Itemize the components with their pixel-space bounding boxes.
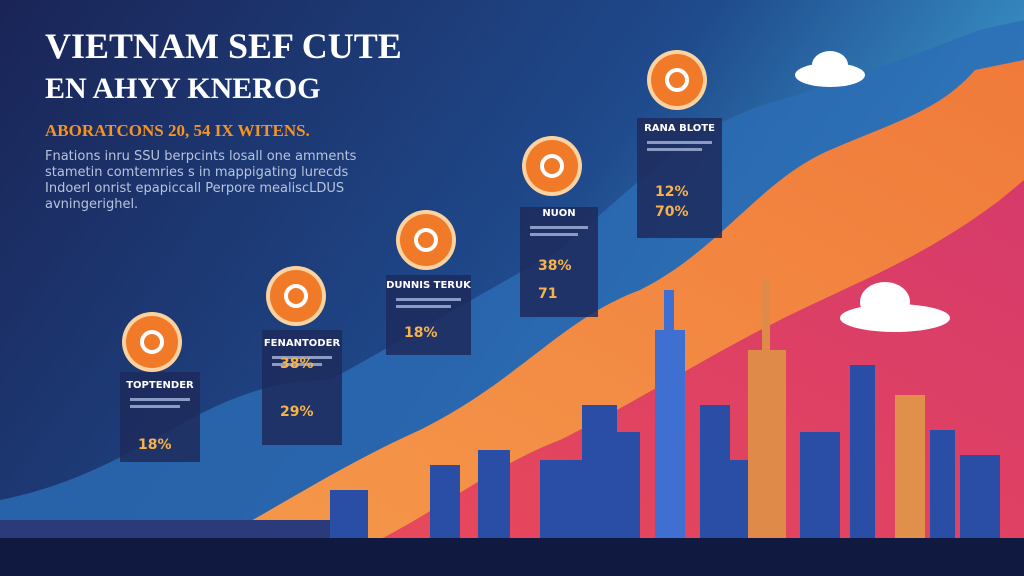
card-label: NUON xyxy=(542,208,575,219)
card-value: 71 xyxy=(538,286,557,302)
cards: TOPTENDER 18% FENANTODER 38% 29% DUNNIS TERUK… xyxy=(120,50,722,462)
text-placeholder xyxy=(130,405,180,408)
icon xyxy=(526,140,578,192)
text-placeholder xyxy=(530,226,588,229)
icon-glyph xyxy=(540,154,564,178)
body-text: stametin comtemries s in mappigating lur… xyxy=(45,165,348,180)
icon xyxy=(651,54,703,106)
card-value: 38% xyxy=(280,356,314,372)
icon-glyph xyxy=(284,284,308,308)
skyline xyxy=(0,280,1000,540)
text-placeholder xyxy=(396,298,461,301)
card-value: 12% xyxy=(655,184,689,200)
icon xyxy=(270,270,322,322)
card-panel xyxy=(120,372,200,462)
wave-red xyxy=(300,180,1024,576)
clouds xyxy=(795,51,950,332)
body-text: Indoerl onrist epapiccall Perpore mealis… xyxy=(45,181,344,196)
card-value: 70% xyxy=(655,204,689,220)
card-panel xyxy=(262,330,342,445)
title: EN AHYY KNEROG xyxy=(45,72,321,105)
card-label: RANA BLOTE xyxy=(644,123,715,134)
subtitle: ABORATCONS 20, 54 IX WITENS. xyxy=(45,121,310,140)
card-panel xyxy=(520,207,598,317)
text-placeholder xyxy=(130,398,190,401)
card-label: DUNNIS TERUK xyxy=(386,280,472,291)
text-placeholder xyxy=(396,305,451,308)
title: VIETNAM SEF CUTE xyxy=(45,26,402,66)
ground xyxy=(0,538,1024,576)
icon-glyph xyxy=(140,330,164,354)
icon xyxy=(400,214,452,266)
icon-glyph xyxy=(665,68,689,92)
text-placeholder xyxy=(272,356,332,359)
card-value: 18% xyxy=(138,437,172,453)
icon-glyph xyxy=(414,228,438,252)
text-placeholder xyxy=(272,363,322,366)
card-panel xyxy=(386,275,471,355)
text-placeholder xyxy=(647,141,712,144)
body-text: avningerighel. xyxy=(45,197,138,212)
card-label: TOPTENDER xyxy=(126,380,194,391)
card-panel xyxy=(637,118,722,238)
card-value: 38% xyxy=(538,258,572,274)
text-placeholder xyxy=(530,233,578,236)
card-value: 18% xyxy=(404,325,438,341)
body-text: Fnations inru SSU berpcints losall one a… xyxy=(45,149,357,164)
card-label: FENANTODER xyxy=(264,338,341,349)
card-value: 29% xyxy=(280,404,314,420)
text-placeholder xyxy=(647,148,702,151)
icon xyxy=(126,316,178,368)
